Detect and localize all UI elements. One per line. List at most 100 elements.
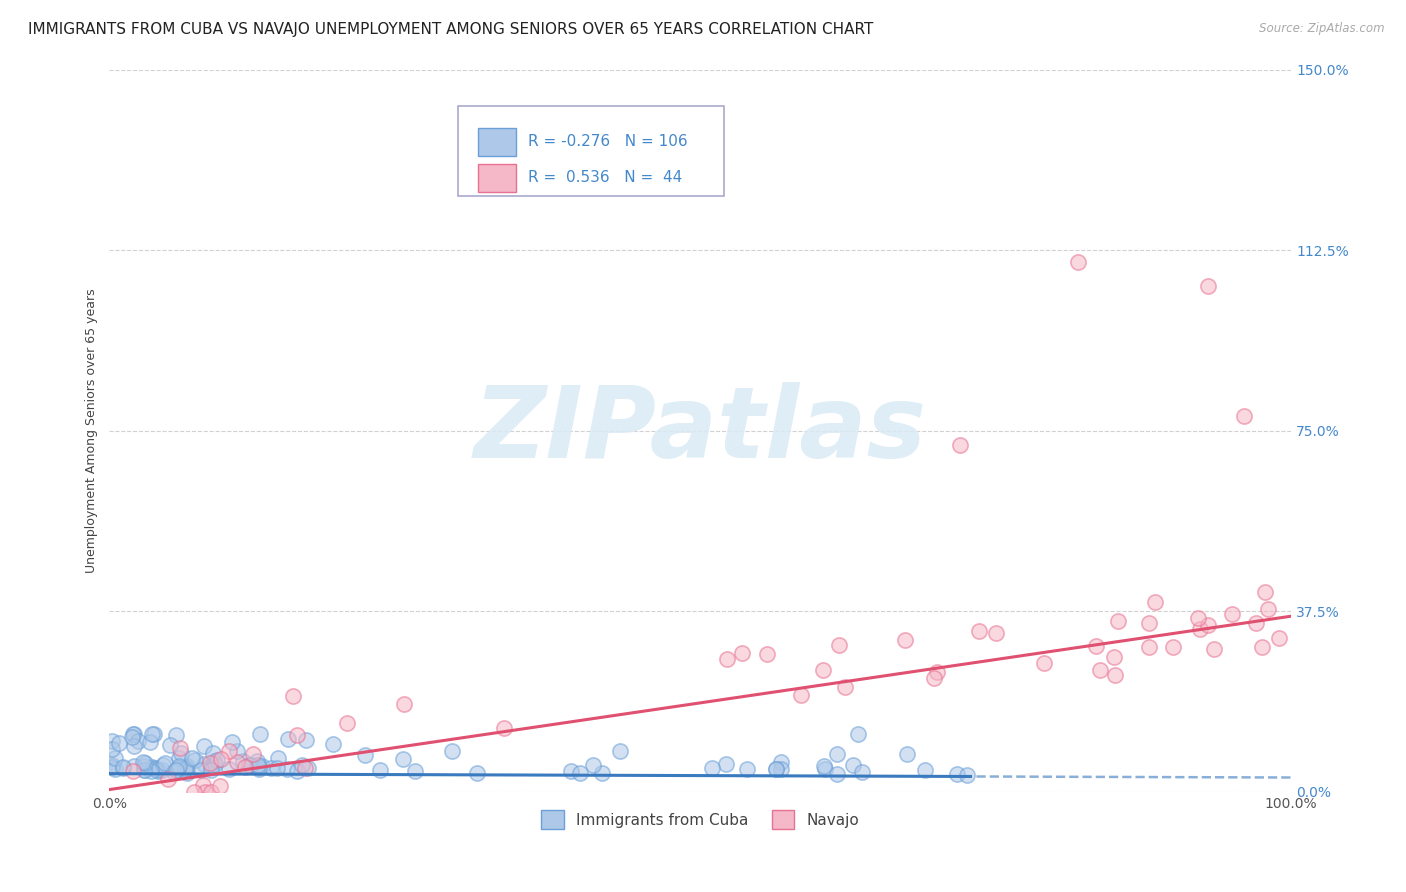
Point (1161, 640, 1184, 655)
Point (204, 756, 226, 771)
Point (124, 727, 146, 741)
Point (139, 735, 162, 749)
Point (813, 759, 835, 773)
Point (101, 758, 124, 772)
Point (765, 763, 787, 777)
FancyBboxPatch shape (458, 105, 724, 196)
Point (770, 762, 793, 776)
Point (984, 626, 1007, 640)
Point (294, 761, 316, 775)
Point (297, 761, 319, 775)
Point (233, 760, 256, 774)
Point (896, 747, 918, 762)
Point (169, 740, 191, 755)
Point (294, 733, 316, 747)
Point (925, 665, 948, 679)
Point (1202, 641, 1225, 656)
Point (159, 738, 181, 752)
Point (1233, 409, 1256, 424)
Point (1033, 656, 1056, 670)
Point (945, 767, 967, 781)
Point (202, 754, 225, 768)
Point (141, 760, 163, 774)
Point (127, 734, 149, 748)
Point (813, 763, 835, 777)
Point (1084, 639, 1107, 653)
Point (180, 751, 202, 765)
Point (1137, 640, 1160, 655)
Point (568, 765, 591, 780)
Point (893, 633, 915, 648)
Point (101, 760, 124, 774)
Point (190, 763, 212, 777)
Point (122, 739, 145, 754)
Point (1268, 631, 1291, 645)
Point (139, 764, 162, 779)
Point (209, 752, 232, 766)
Point (825, 767, 848, 781)
Point (735, 762, 758, 776)
Point (336, 715, 359, 730)
Point (560, 764, 582, 779)
Point (242, 747, 264, 762)
Point (143, 762, 166, 776)
Y-axis label: Unemployment Among Seniors over 65 years: Unemployment Among Seniors over 65 years (86, 288, 98, 573)
Point (121, 730, 143, 744)
Point (494, 721, 516, 735)
Point (153, 756, 176, 770)
Point (249, 727, 271, 741)
Point (581, 758, 603, 772)
Point (173, 762, 195, 776)
Point (790, 689, 813, 703)
Point (846, 727, 869, 741)
Point (404, 764, 426, 778)
Point (183, 785, 205, 799)
Point (1197, 618, 1219, 632)
Point (392, 752, 415, 766)
Point (163, 765, 186, 780)
Point (285, 728, 308, 742)
Point (246, 755, 269, 769)
Point (193, 739, 215, 753)
Point (191, 778, 214, 792)
Point (122, 727, 145, 741)
Point (194, 785, 217, 799)
Point (246, 758, 269, 772)
Point (266, 761, 288, 775)
Point (176, 758, 198, 772)
Point (276, 762, 298, 776)
Point (176, 761, 198, 775)
Point (134, 764, 156, 778)
Point (949, 438, 972, 452)
Point (100, 742, 122, 756)
Point (146, 763, 169, 777)
Point (167, 758, 190, 772)
Point (465, 765, 488, 780)
Point (238, 758, 260, 772)
Point (1198, 279, 1220, 293)
Point (218, 762, 240, 776)
Point (193, 756, 215, 771)
Point (167, 761, 190, 775)
Point (198, 756, 221, 770)
Point (290, 757, 312, 772)
Point (716, 651, 738, 665)
Text: Source: ZipAtlas.com: Source: ZipAtlas.com (1260, 22, 1385, 36)
Point (277, 731, 299, 746)
Point (731, 646, 754, 660)
Point (851, 764, 873, 779)
Point (247, 762, 270, 776)
Point (202, 746, 225, 760)
Point (1107, 615, 1129, 629)
Point (1257, 602, 1279, 616)
Point (770, 756, 793, 770)
Point (591, 765, 613, 780)
Point (392, 698, 415, 712)
Text: R = -0.276   N = 106: R = -0.276 N = 106 (527, 135, 688, 149)
Point (134, 759, 156, 773)
Point (107, 736, 129, 750)
Point (285, 764, 308, 778)
Point (922, 671, 945, 685)
Point (1137, 616, 1160, 631)
Text: ZIPatlas: ZIPatlas (474, 383, 927, 479)
